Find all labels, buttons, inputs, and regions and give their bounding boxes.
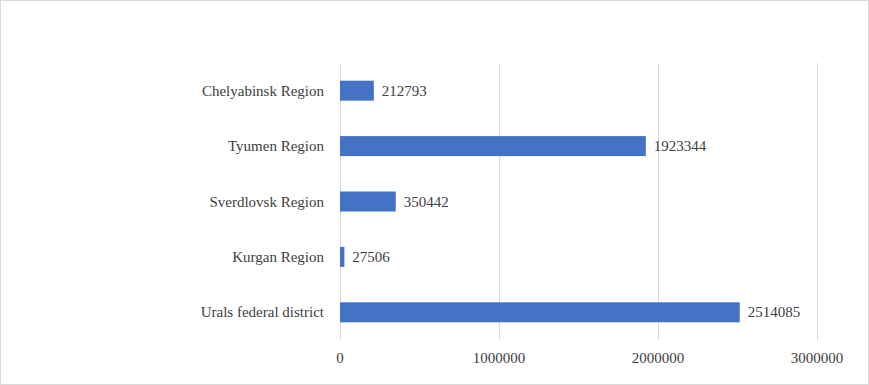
category-label: Tyumen Region bbox=[228, 138, 325, 154]
category-label: Urals federal district bbox=[201, 304, 325, 320]
bar bbox=[340, 247, 344, 267]
category-label: Chelyabinsk Region bbox=[202, 83, 325, 99]
tick-label: 2000000 bbox=[632, 350, 685, 366]
category-labels: Urals federal district Kurgan Region Sverd… bbox=[201, 83, 325, 321]
x-axis-line bbox=[340, 340, 817, 341]
grid-line bbox=[499, 63, 500, 340]
grid-line bbox=[817, 63, 818, 340]
bar bbox=[340, 192, 396, 212]
data-label: 212793 bbox=[382, 83, 427, 99]
chart-container: 0 1000000 2000000 3000000 Urals federal dist… bbox=[0, 0, 869, 385]
bars bbox=[340, 81, 740, 323]
data-label: 1923344 bbox=[654, 138, 707, 154]
data-labels: 2514085 27506 350442 1923344 212793 bbox=[352, 83, 800, 321]
grid bbox=[341, 63, 818, 340]
x-tick-labels: 0 1000000 2000000 3000000 bbox=[336, 350, 843, 366]
category-label: Kurgan Region bbox=[232, 249, 324, 265]
category-label: Sverdlovsk Region bbox=[209, 194, 324, 210]
chart-border bbox=[1, 1, 869, 385]
bar bbox=[340, 302, 740, 322]
tick-label: 1000000 bbox=[473, 350, 526, 366]
grid-line bbox=[658, 63, 659, 340]
data-label: 2514085 bbox=[748, 304, 801, 320]
bar bbox=[340, 81, 374, 101]
bar bbox=[340, 136, 646, 156]
chart-svg: 0 1000000 2000000 3000000 Urals federal dist… bbox=[0, 0, 869, 385]
tick-label: 3000000 bbox=[791, 350, 844, 366]
data-label: 27506 bbox=[352, 249, 390, 265]
data-label: 350442 bbox=[404, 194, 449, 210]
tick-label: 0 bbox=[336, 350, 344, 366]
